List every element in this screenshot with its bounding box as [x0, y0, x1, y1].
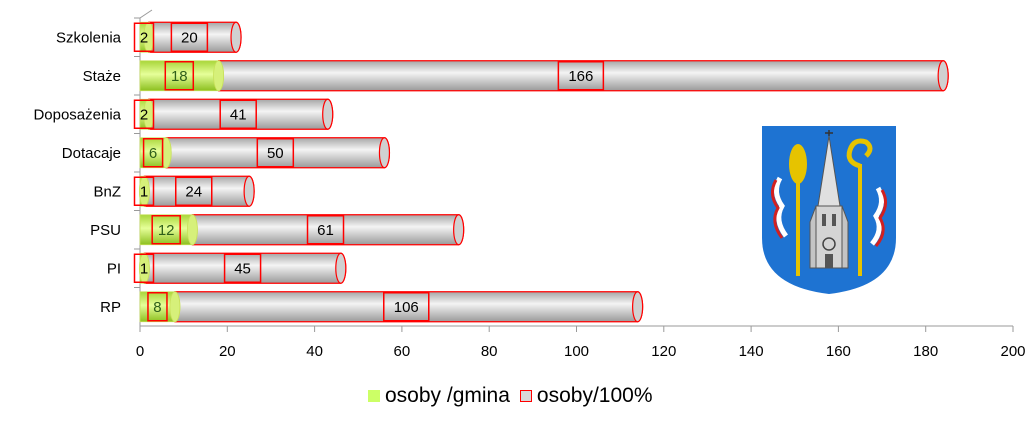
category-label: RP — [100, 299, 121, 316]
x-tick-label: 100 — [564, 343, 589, 360]
data-label-box — [142, 138, 164, 168]
category-label: PSU — [90, 222, 121, 239]
data-label-100: 24 — [185, 183, 202, 200]
data-label-box — [151, 215, 181, 245]
data-label-100: 41 — [230, 106, 247, 123]
x-tick-label: 160 — [826, 343, 851, 360]
data-label-box — [133, 253, 155, 283]
data-label-box — [557, 61, 605, 91]
x-tick-label: 180 — [913, 343, 938, 360]
legend-item-100: osoby/100% — [519, 384, 653, 408]
data-label-box — [174, 176, 213, 206]
data-label-box — [383, 292, 430, 322]
bar-osoby-100-cap — [632, 291, 644, 323]
x-tick-label: 60 — [394, 343, 411, 360]
data-label-100: 50 — [267, 145, 284, 162]
legend-label-gmina: osoby /gmina — [385, 384, 510, 407]
data-label-box — [219, 99, 257, 129]
bar-osoby-gmina-cap — [138, 175, 150, 207]
bar-osoby-100-cap — [230, 21, 242, 53]
data-label-100: 61 — [317, 222, 334, 239]
x-tick-label: 40 — [306, 343, 323, 360]
category-label: Staże — [83, 68, 121, 85]
data-label-gmina: 2 — [140, 29, 148, 46]
data-label-100: 106 — [394, 299, 419, 316]
category-label: Dotacaje — [62, 145, 121, 162]
data-label-100: 166 — [568, 68, 593, 85]
chart-bars — [138, 21, 949, 323]
x-tick-label: 80 — [481, 343, 498, 360]
bar-osoby-100-cap — [453, 214, 465, 246]
category-label: PI — [107, 260, 121, 277]
data-label-box — [170, 22, 209, 52]
data-label-box — [133, 176, 155, 206]
bar-osoby-100-cap — [243, 175, 255, 207]
legend-item-gmina: osoby /gmina — [368, 384, 510, 408]
x-tick-label: 200 — [1000, 343, 1025, 360]
data-label-box — [256, 138, 295, 168]
data-label-gmina: 18 — [171, 68, 188, 85]
bar-osoby-gmina-cap — [213, 60, 224, 92]
category-label: BnZ — [93, 183, 121, 200]
data-label-box — [147, 292, 168, 322]
chart-axes: 0 20 40 60 80 100 120 140 160 180 200 — [134, 9, 1026, 360]
data-label-box — [133, 99, 155, 129]
x-tick-label: 0 — [136, 343, 144, 360]
data-label-gmina: 6 — [149, 145, 157, 162]
bar-osoby-100-cap — [937, 60, 949, 92]
legend-label-100: osoby/100% — [536, 384, 653, 407]
bar-osoby-gmina-cap — [169, 291, 181, 323]
x-tick-label: 120 — [651, 343, 676, 360]
data-label-100: 45 — [234, 260, 251, 277]
data-label-box — [223, 253, 262, 283]
category-label: Szkolenia — [56, 29, 122, 46]
data-label-gmina: 1 — [140, 183, 148, 200]
data-label-gmina: 2 — [140, 106, 148, 123]
data-label-box — [306, 215, 345, 245]
category-label: Doposażenia — [33, 106, 121, 123]
chart-legend: osoby /gmina osoby/100% — [368, 384, 663, 408]
legend-swatch-100 — [519, 390, 532, 402]
bar-osoby-gmina-cap — [186, 214, 198, 246]
data-label-box — [133, 22, 155, 52]
data-label-gmina: 12 — [158, 222, 175, 239]
bar-osoby-100-cap — [378, 137, 391, 169]
bar-osoby-gmina-cap — [160, 137, 172, 169]
bar-osoby-100-cap — [322, 98, 334, 130]
data-label-box — [164, 61, 195, 91]
legend-swatch-gmina — [368, 390, 380, 402]
data-label-100: 20 — [181, 29, 198, 46]
bar-osoby-gmina-cap — [138, 252, 150, 284]
data-label-gmina: 1 — [140, 260, 148, 277]
data-label-gmina: 8 — [153, 299, 161, 316]
coat-of-arms-icon — [762, 126, 896, 294]
x-tick-label: 140 — [739, 343, 764, 360]
bar-osoby-100-cap — [335, 252, 347, 284]
x-tick-label: 20 — [219, 343, 236, 360]
